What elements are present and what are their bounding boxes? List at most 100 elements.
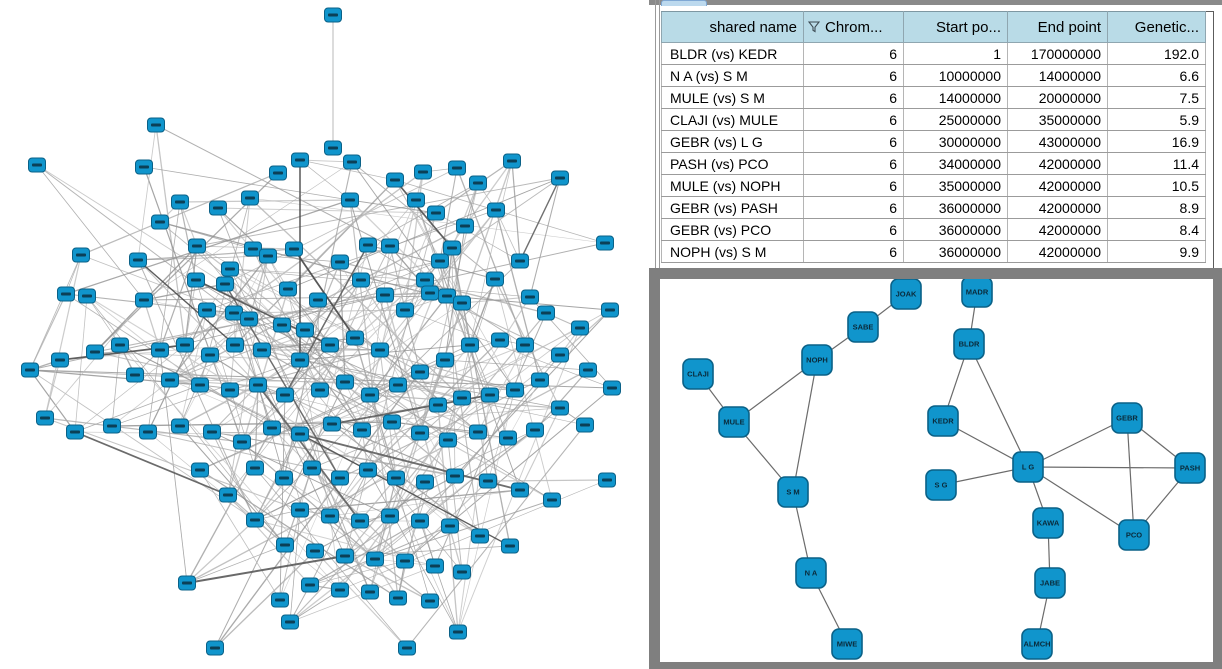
- table-row[interactable]: MULE (vs) NOPH 6 35000000 42000000 10.5: [661, 174, 1206, 197]
- table-row[interactable]: N A (vs) S M 6 10000000 14000000 6.6: [661, 64, 1206, 87]
- cell-value[interactable]: 6: [803, 64, 904, 87]
- network-node[interactable]: [596, 235, 614, 251]
- network-node[interactable]: [598, 472, 616, 488]
- network-node[interactable]: [263, 420, 281, 436]
- network-node[interactable]: [421, 593, 439, 609]
- network-node[interactable]: [51, 352, 69, 368]
- sub-network-edge[interactable]: [1126, 417, 1135, 536]
- column-header-start-point[interactable]: Start po...: [903, 11, 1008, 43]
- network-node[interactable]: [139, 424, 157, 440]
- cell-value[interactable]: 35000000: [903, 174, 1008, 197]
- cell-value[interactable]: 42000000: [1007, 196, 1108, 219]
- cell-value[interactable]: 30000000: [903, 130, 1008, 153]
- network-node[interactable]: [486, 271, 504, 287]
- network-node[interactable]: [306, 543, 324, 559]
- network-node[interactable]: [66, 424, 84, 440]
- network-node[interactable]: [201, 347, 219, 363]
- cell-shared-name[interactable]: N A (vs) S M: [661, 64, 804, 87]
- cell-shared-name[interactable]: MULE (vs) NOPH: [661, 174, 804, 197]
- network-node[interactable]: [371, 342, 389, 358]
- cell-shared-name[interactable]: BLDR (vs) KEDR: [661, 42, 804, 65]
- network-node[interactable]: [296, 322, 314, 338]
- network-node[interactable]: [376, 287, 394, 303]
- network-node[interactable]: [126, 367, 144, 383]
- network-node[interactable]: [147, 117, 165, 133]
- sub-network-edge[interactable]: [968, 343, 1029, 468]
- network-node[interactable]: [471, 528, 489, 544]
- network-node[interactable]: [178, 575, 196, 591]
- network-node[interactable]: [479, 473, 497, 489]
- network-node[interactable]: [366, 551, 384, 567]
- network-node[interactable]: [303, 460, 321, 476]
- network-node[interactable]: [487, 202, 505, 218]
- network-node[interactable]: [171, 418, 189, 434]
- sub-network-node-sg[interactable]: S G: [925, 469, 957, 501]
- network-node[interactable]: [203, 424, 221, 440]
- network-node[interactable]: [579, 362, 597, 378]
- network-node[interactable]: [324, 140, 342, 156]
- network-node[interactable]: [249, 377, 267, 393]
- cell-value[interactable]: 14000000: [903, 86, 1008, 109]
- network-node[interactable]: [396, 302, 414, 318]
- network-node[interactable]: [219, 487, 237, 503]
- table-scrollbar-track[interactable]: [1206, 11, 1214, 269]
- network-node[interactable]: [446, 468, 464, 484]
- network-node[interactable]: [187, 272, 205, 288]
- network-node[interactable]: [416, 272, 434, 288]
- network-node[interactable]: [383, 414, 401, 430]
- cell-value[interactable]: 8.4: [1107, 218, 1206, 241]
- network-node[interactable]: [275, 470, 293, 486]
- cell-value[interactable]: 20000000: [1007, 86, 1108, 109]
- network-node[interactable]: [301, 577, 319, 593]
- network-node[interactable]: [414, 164, 432, 180]
- network-node[interactable]: [72, 247, 90, 263]
- sub-network-node-miwe[interactable]: MIWE: [831, 628, 863, 660]
- cell-value[interactable]: 42000000: [1007, 152, 1108, 175]
- sub-network-node-jabe[interactable]: JABE: [1034, 567, 1066, 599]
- cell-value[interactable]: 9.9: [1107, 240, 1206, 263]
- network-node[interactable]: [469, 424, 487, 440]
- cell-shared-name[interactable]: CLAJI (vs) MULE: [661, 108, 804, 131]
- network-node[interactable]: [151, 342, 169, 358]
- network-node[interactable]: [341, 192, 359, 208]
- network-node[interactable]: [431, 253, 449, 269]
- network-node[interactable]: [389, 590, 407, 606]
- network-node[interactable]: [324, 7, 342, 23]
- network-node[interactable]: [499, 430, 517, 446]
- cell-value[interactable]: 6: [803, 240, 904, 263]
- table-row[interactable]: BLDR (vs) KEDR 6 1 170000000 192.0: [661, 42, 1206, 65]
- network-node[interactable]: [461, 337, 479, 353]
- network-node[interactable]: [176, 337, 194, 353]
- network-node[interactable]: [436, 352, 454, 368]
- network-node[interactable]: [226, 337, 244, 353]
- network-node[interactable]: [439, 432, 457, 448]
- network-node[interactable]: [449, 624, 467, 640]
- network-node[interactable]: [448, 160, 466, 176]
- network-node[interactable]: [291, 352, 309, 368]
- cell-value[interactable]: 6: [803, 86, 904, 109]
- sub-network-node-pco[interactable]: PCO: [1118, 519, 1150, 551]
- network-node[interactable]: [407, 192, 425, 208]
- cell-shared-name[interactable]: GEBR (vs) L G: [661, 130, 804, 153]
- network-node[interactable]: [506, 382, 524, 398]
- network-node[interactable]: [28, 157, 46, 173]
- network-node[interactable]: [427, 205, 445, 221]
- cell-value[interactable]: 1: [903, 42, 1008, 65]
- network-node[interactable]: [233, 434, 251, 450]
- table-row[interactable]: PASH (vs) PCO 6 34000000 42000000 11.4: [661, 152, 1206, 175]
- sub-network-node-madr[interactable]: MADR: [961, 279, 993, 308]
- table-row[interactable]: MULE (vs) S M 6 14000000 20000000 7.5: [661, 86, 1206, 109]
- cell-value[interactable]: 6: [803, 218, 904, 241]
- network-node[interactable]: [353, 422, 371, 438]
- table-row[interactable]: GEBR (vs) L G 6 30000000 43000000 16.9: [661, 130, 1206, 153]
- main-network-canvas[interactable]: [0, 0, 649, 669]
- network-node[interactable]: [551, 400, 569, 416]
- network-node[interactable]: [198, 302, 216, 318]
- column-header-genetic[interactable]: Genetic...: [1107, 11, 1206, 43]
- network-node[interactable]: [359, 462, 377, 478]
- network-node[interactable]: [601, 302, 619, 318]
- sub-network-canvas[interactable]: JOAK MADR SABE NOPH BLDR CLAJI MULE KEDR GEBR L G…: [660, 279, 1213, 662]
- sub-network-node-claji[interactable]: CLAJI: [682, 358, 714, 390]
- network-node[interactable]: [209, 200, 227, 216]
- cell-value[interactable]: 35000000: [1007, 108, 1108, 131]
